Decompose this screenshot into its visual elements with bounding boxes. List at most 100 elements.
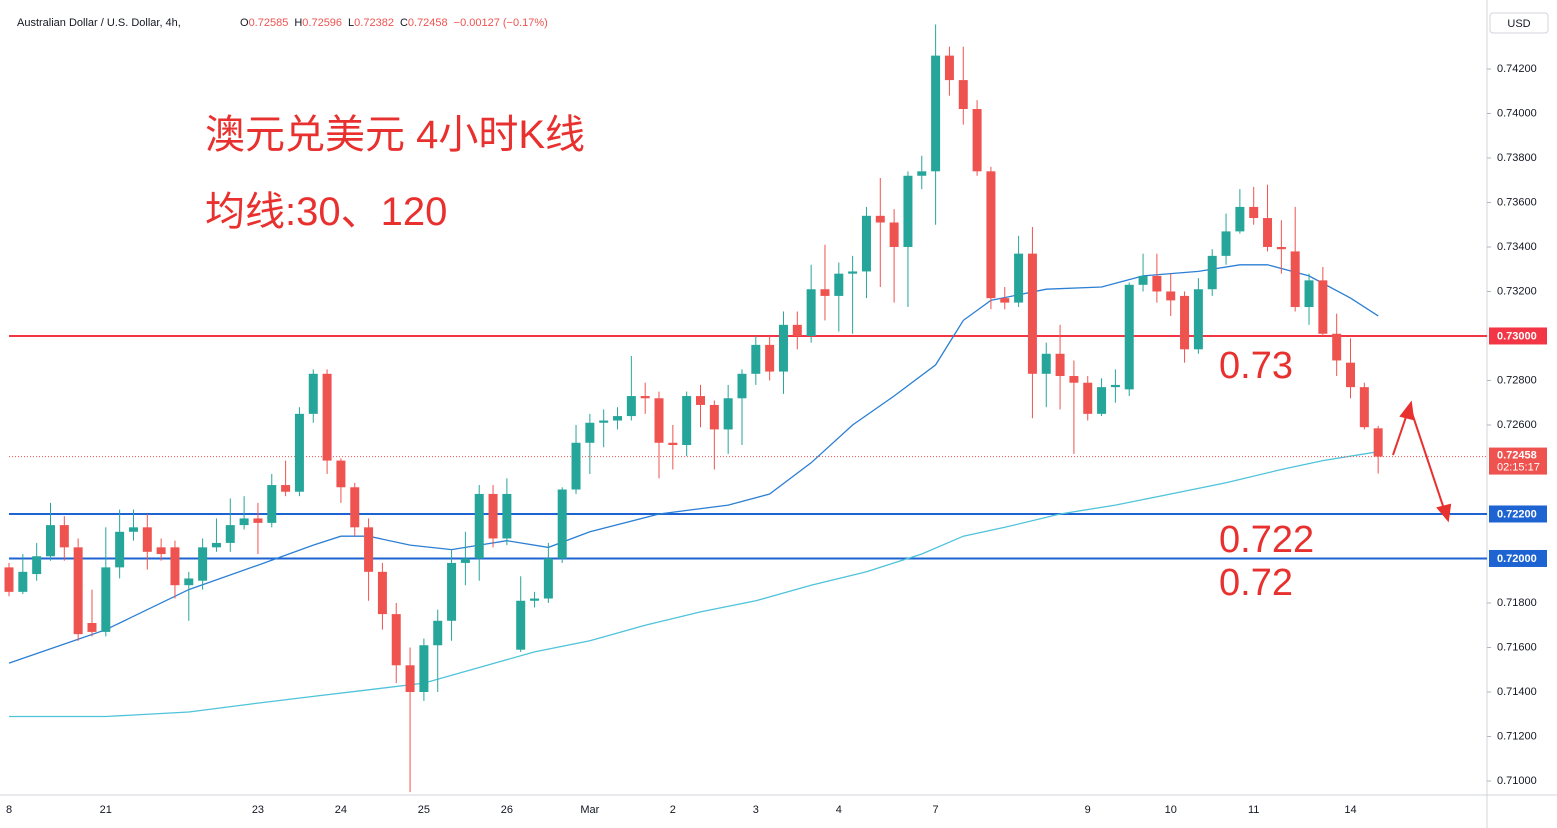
candle-body — [875, 215, 885, 223]
candle-body — [765, 344, 775, 372]
candle-body — [45, 525, 55, 557]
candle-body — [792, 324, 802, 336]
x-tick-label: 9 — [1085, 804, 1091, 816]
y-tick-label: 0.73200 — [1497, 285, 1537, 297]
candle-body — [751, 344, 761, 374]
candle-body — [972, 109, 982, 172]
currency: USD — [1507, 18, 1530, 30]
candle-body — [142, 527, 152, 552]
candle-body — [32, 556, 42, 575]
level-label: 0.72000 — [1497, 553, 1537, 565]
candle-body — [1124, 284, 1134, 390]
candle-body — [170, 547, 180, 586]
annotation: 0.73 — [1219, 345, 1293, 387]
y-tick-label: 0.71800 — [1497, 597, 1537, 609]
ohlc-label: L — [348, 17, 354, 29]
candle-body — [59, 525, 69, 548]
candle-body — [391, 614, 401, 666]
last-price-box — [1489, 447, 1547, 475]
annotation: 0.722 — [1219, 519, 1314, 561]
ohlc-value: 0.72382 — [354, 17, 394, 29]
candle-body — [986, 171, 996, 299]
candle-body — [1304, 280, 1314, 308]
candle-body — [198, 547, 208, 581]
candle-body — [267, 485, 277, 523]
candle-body — [1166, 291, 1176, 301]
candle-body — [1263, 218, 1273, 247]
candle-body — [115, 531, 125, 568]
candle-body — [336, 460, 346, 488]
forecast-arrows — [1392, 400, 1452, 523]
candle-body — [281, 485, 291, 492]
candle-body — [613, 416, 623, 421]
candle-body — [1152, 275, 1162, 292]
candle-body — [308, 373, 318, 414]
candle-body — [668, 442, 678, 445]
candle-body — [294, 413, 304, 492]
candle-body — [585, 422, 595, 443]
candle-body — [944, 55, 954, 81]
ohlc-value: 0.72585 — [249, 17, 289, 29]
level-label: 0.73000 — [1497, 330, 1537, 342]
y-tick-label: 0.73800 — [1497, 152, 1537, 164]
arrow-head — [1436, 503, 1452, 523]
candle-body — [723, 398, 733, 430]
candle-body — [1138, 275, 1148, 285]
candle-body — [239, 518, 249, 526]
candle-body — [1207, 255, 1217, 290]
candle-body — [516, 600, 526, 650]
candle-body — [599, 420, 609, 423]
x-tick-label: 24 — [335, 804, 347, 816]
candle-body — [225, 525, 235, 543]
candle-body — [156, 547, 166, 555]
candle-body — [474, 493, 484, 559]
candle-body — [806, 289, 816, 336]
candle-body — [958, 80, 968, 110]
x-tick-label: 23 — [252, 804, 264, 816]
candle-body — [1027, 253, 1037, 374]
currency-button[interactable] — [1489, 12, 1549, 34]
candle-body — [709, 404, 719, 430]
candle-body — [530, 598, 540, 601]
candle-body — [18, 571, 28, 592]
x-tick-label: 3 — [753, 804, 759, 816]
candle-body — [931, 55, 941, 172]
last-price-label: 0.72458 — [1497, 449, 1537, 461]
candle-body — [1055, 353, 1065, 377]
candle-body — [1276, 246, 1286, 250]
candle-body — [350, 487, 360, 528]
candle-body — [419, 645, 429, 692]
x-tick-label: 2 — [670, 804, 676, 816]
candle-body — [1290, 251, 1300, 308]
ohlc-label: O — [240, 17, 249, 29]
candle-body — [848, 271, 858, 274]
arrow-down — [1410, 409, 1445, 510]
moving-average — [9, 451, 1379, 718]
candle-body — [1069, 376, 1079, 383]
candle-body — [1083, 382, 1093, 414]
candle-body — [1014, 253, 1024, 303]
candle-body — [1097, 387, 1107, 414]
x-tick-label: 4 — [836, 804, 842, 816]
candle-body — [557, 489, 567, 559]
candle-body — [903, 175, 913, 247]
x-tick-label: 7 — [933, 804, 939, 816]
candle-body — [253, 518, 263, 523]
y-tick-label: 0.74000 — [1497, 107, 1537, 119]
symbol-title: Australian Dollar / U.S. Dollar, 4h, — [17, 17, 181, 29]
candle-body — [1041, 353, 1051, 374]
candle-body — [1373, 428, 1383, 457]
y-tick-label: 0.73400 — [1497, 241, 1537, 253]
candle-body — [1000, 298, 1010, 303]
x-tick-label: 25 — [418, 804, 430, 816]
plot — [4, 24, 1487, 793]
x-tick-label: 26 — [501, 804, 513, 816]
candle-body — [488, 493, 498, 539]
candle-body — [834, 273, 844, 296]
ohlc-label: H — [294, 17, 302, 29]
annotation: 澳元兑美元 4小时K线 — [205, 113, 585, 157]
moving-average — [8, 264, 1379, 664]
candle-body — [4, 567, 14, 592]
